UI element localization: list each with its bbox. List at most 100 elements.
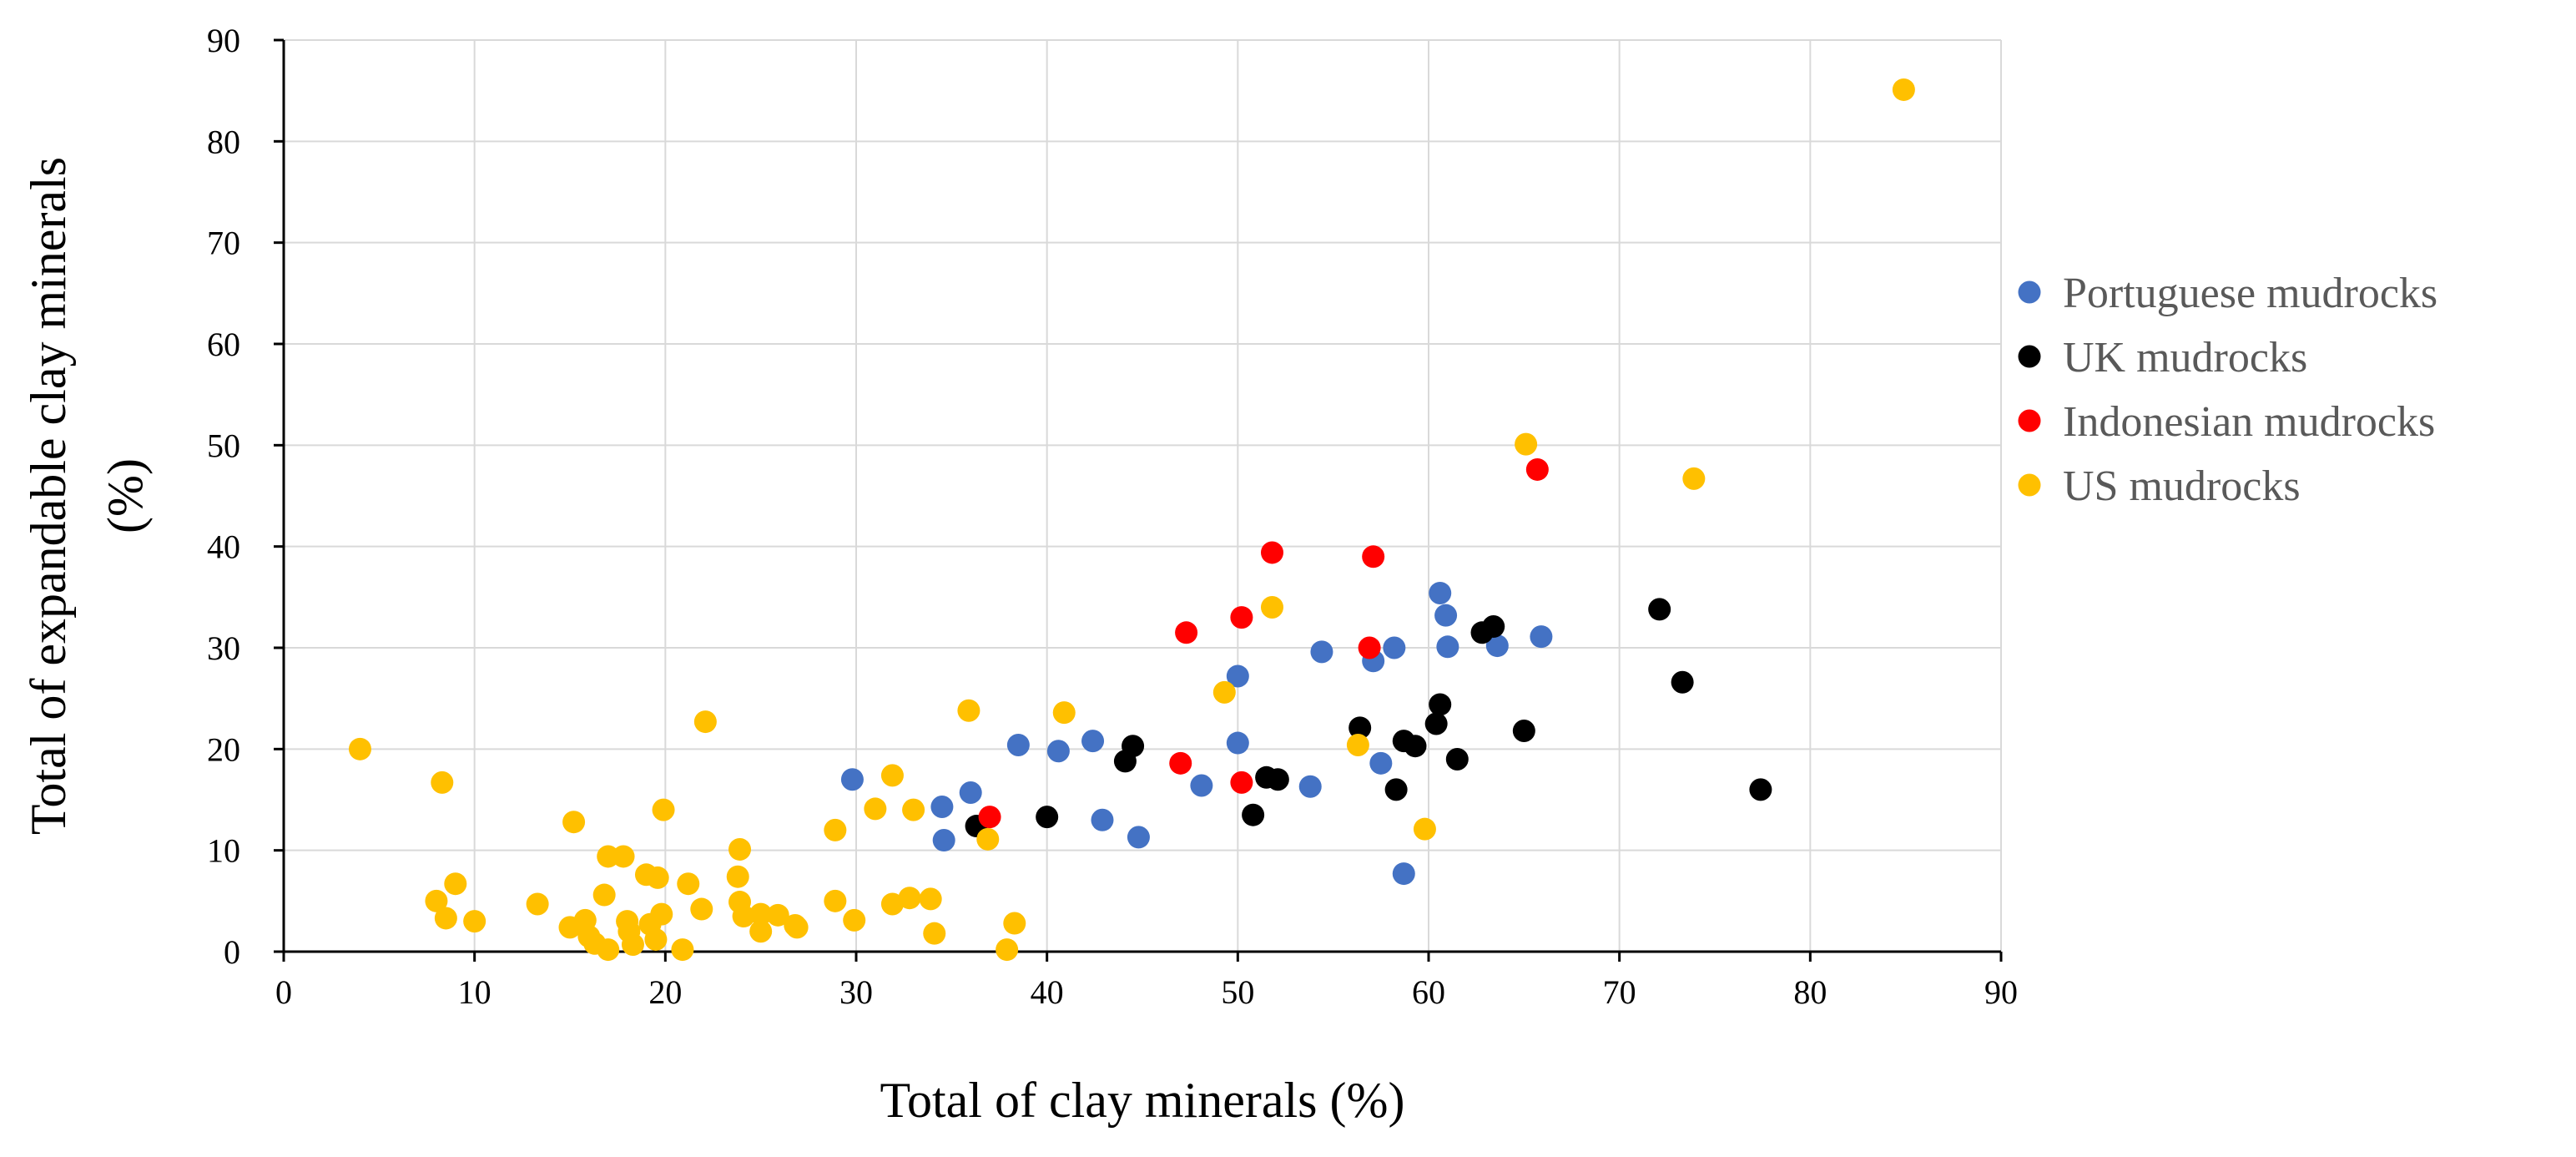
data-point bbox=[1260, 595, 1283, 619]
data-point bbox=[1445, 747, 1469, 770]
legend-label: Indonesian mudrocks bbox=[2063, 398, 2435, 446]
data-point bbox=[1226, 664, 1249, 688]
legend-marker bbox=[2018, 345, 2041, 368]
y-tick-label: 40 bbox=[207, 528, 240, 566]
data-point bbox=[592, 883, 616, 907]
legend-label: US mudrocks bbox=[2063, 462, 2301, 510]
data-point bbox=[1006, 733, 1030, 756]
data-point bbox=[463, 910, 486, 933]
legend-item: Portuguese mudrocks bbox=[2018, 270, 2437, 317]
y-tick-label: 30 bbox=[207, 629, 240, 667]
x-tick-label: 30 bbox=[839, 973, 873, 1011]
data-point bbox=[1346, 733, 1369, 756]
data-point bbox=[690, 897, 713, 921]
y-tick-label: 10 bbox=[207, 832, 240, 870]
data-point bbox=[1512, 719, 1535, 742]
data-point bbox=[930, 795, 954, 818]
data-point bbox=[1242, 803, 1265, 826]
y-tick-label: 0 bbox=[224, 933, 240, 971]
legend-label: Portuguese mudrocks bbox=[2063, 270, 2437, 317]
data-point bbox=[693, 710, 717, 734]
y-tick-label: 50 bbox=[207, 427, 240, 464]
data-point bbox=[1169, 751, 1192, 775]
y-tick-label: 20 bbox=[207, 730, 240, 768]
data-point bbox=[1892, 78, 1915, 101]
axes bbox=[282, 40, 2001, 953]
data-point bbox=[1122, 735, 1145, 758]
series-indonesian-mudrocks bbox=[978, 457, 1549, 829]
data-point bbox=[562, 811, 586, 834]
data-point bbox=[621, 933, 644, 957]
data-point bbox=[425, 889, 448, 912]
legend: Portuguese mudrocks UK mudrocks Indonesian… bbox=[2018, 270, 2437, 510]
y-axis-title-line2: (%) bbox=[98, 458, 153, 533]
data-point bbox=[1515, 432, 1538, 456]
data-point bbox=[434, 907, 457, 930]
data-point bbox=[1310, 640, 1333, 664]
data-point bbox=[612, 845, 635, 868]
data-point bbox=[1671, 670, 1694, 694]
data-point bbox=[1749, 778, 1772, 801]
data-point bbox=[1175, 621, 1198, 644]
x-tick-label: 10 bbox=[458, 973, 492, 1011]
data-point bbox=[646, 866, 669, 889]
x-tick-label: 0 bbox=[275, 973, 292, 1011]
data-point bbox=[1436, 635, 1459, 659]
data-point bbox=[1230, 606, 1253, 629]
data-point bbox=[671, 938, 694, 962]
x-tick-label: 80 bbox=[1793, 973, 1827, 1011]
data-point bbox=[932, 829, 955, 852]
data-point bbox=[1383, 636, 1406, 659]
y-tick-labels: 0 10 20 30 40 50 60 70 80 90 bbox=[207, 22, 240, 971]
data-point bbox=[880, 764, 904, 787]
data-point bbox=[726, 865, 749, 888]
data-point bbox=[976, 827, 1000, 851]
data-point bbox=[978, 806, 1001, 829]
x-tick-label: 90 bbox=[1984, 973, 2018, 1011]
data-point bbox=[1052, 701, 1076, 725]
legend-label: UK mudrocks bbox=[2063, 334, 2307, 381]
y-tick-label: 70 bbox=[207, 225, 240, 262]
y-tick-label: 80 bbox=[207, 123, 240, 160]
x-tick-label: 70 bbox=[1603, 973, 1636, 1011]
data-point bbox=[919, 887, 942, 911]
x-tick-labels: 0 10 20 30 40 50 60 70 80 90 bbox=[275, 973, 2018, 1011]
data-point bbox=[444, 872, 467, 896]
data-point bbox=[1648, 598, 1671, 621]
data-point bbox=[652, 798, 675, 821]
data-point bbox=[1091, 808, 1114, 831]
series-portuguese-mudrocks bbox=[840, 581, 1553, 886]
data-point bbox=[749, 920, 773, 943]
data-point bbox=[1190, 774, 1213, 797]
gridlines bbox=[274, 38, 2003, 962]
data-point bbox=[1482, 615, 1505, 639]
data-point bbox=[1369, 751, 1393, 775]
data-point bbox=[1429, 693, 1452, 716]
data-point bbox=[677, 872, 700, 896]
data-point bbox=[923, 922, 946, 945]
x-tick-label: 20 bbox=[648, 973, 682, 1011]
data-point bbox=[1212, 680, 1236, 704]
data-point bbox=[1230, 770, 1253, 794]
data-points bbox=[348, 78, 1915, 962]
data-point bbox=[824, 818, 847, 841]
data-point bbox=[996, 938, 1019, 962]
data-point bbox=[766, 903, 789, 927]
data-point bbox=[1392, 862, 1415, 886]
data-point bbox=[840, 768, 864, 791]
data-point bbox=[1298, 775, 1322, 798]
data-point bbox=[1404, 735, 1427, 758]
data-point bbox=[1525, 457, 1549, 481]
legend-item: US mudrocks bbox=[2018, 462, 2301, 510]
legend-item: Indonesian mudrocks bbox=[2018, 398, 2435, 446]
x-axis-title: Total of clay minerals (%) bbox=[880, 1073, 1405, 1128]
x-tick-label: 50 bbox=[1221, 973, 1254, 1011]
data-point bbox=[1530, 625, 1553, 649]
series-us-mudrocks bbox=[348, 78, 1915, 962]
data-point bbox=[1485, 634, 1509, 658]
data-point bbox=[1127, 826, 1150, 849]
y-axis-title-line1: Total of expandable clay minerals bbox=[21, 157, 76, 835]
data-point bbox=[1362, 545, 1385, 568]
data-point bbox=[728, 837, 752, 861]
